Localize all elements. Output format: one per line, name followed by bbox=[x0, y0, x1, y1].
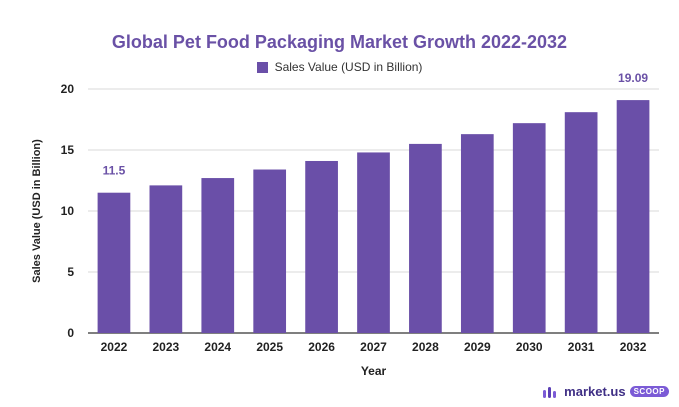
bar bbox=[97, 192, 131, 333]
y-tick-label: 10 bbox=[61, 204, 75, 218]
bar bbox=[512, 123, 546, 333]
brand-badge: SCOOP bbox=[629, 386, 669, 397]
brand-watermark: market.us SCOOP bbox=[542, 384, 669, 399]
chart-legend: Sales Value (USD in Billion) bbox=[0, 60, 679, 74]
x-tick-label: 2028 bbox=[412, 340, 439, 354]
bar bbox=[357, 152, 390, 333]
data-label: 19.09 bbox=[618, 71, 648, 85]
brand-name: market.us bbox=[564, 384, 626, 399]
bar bbox=[253, 169, 287, 333]
x-axis-label: Year bbox=[361, 364, 387, 378]
x-tick-label: 2024 bbox=[204, 340, 231, 354]
y-axis-label: Sales Value (USD in Billion) bbox=[31, 139, 43, 283]
data-label: 11.5 bbox=[103, 164, 126, 178]
legend-label: Sales Value (USD in Billion) bbox=[274, 60, 423, 74]
x-tick-label: 2031 bbox=[568, 340, 595, 354]
y-tick-label: 15 bbox=[61, 143, 75, 157]
bar bbox=[201, 178, 235, 333]
y-tick-label: 0 bbox=[67, 326, 74, 340]
chart-title: Global Pet Food Packaging Market Growth … bbox=[111, 32, 568, 52]
bar bbox=[564, 112, 598, 334]
bar bbox=[460, 134, 494, 333]
bar bbox=[305, 160, 338, 333]
x-tick-label: 2027 bbox=[360, 340, 387, 354]
y-tick-label: 20 bbox=[61, 82, 75, 96]
legend-swatch bbox=[256, 61, 268, 73]
market-us-logo-icon bbox=[543, 386, 557, 398]
x-tick-label: 2032 bbox=[620, 340, 647, 354]
x-tick-label: 2025 bbox=[256, 340, 283, 354]
x-tick-label: 2023 bbox=[153, 340, 180, 354]
y-tick-label: 5 bbox=[67, 265, 74, 279]
x-tick-label: 2030 bbox=[516, 340, 543, 354]
bar bbox=[409, 143, 442, 333]
x-tick-label: 2022 bbox=[101, 340, 128, 354]
bar bbox=[616, 100, 650, 334]
x-tick-label: 2026 bbox=[308, 340, 335, 354]
bar bbox=[149, 185, 183, 333]
x-tick-label: 2029 bbox=[464, 340, 491, 354]
